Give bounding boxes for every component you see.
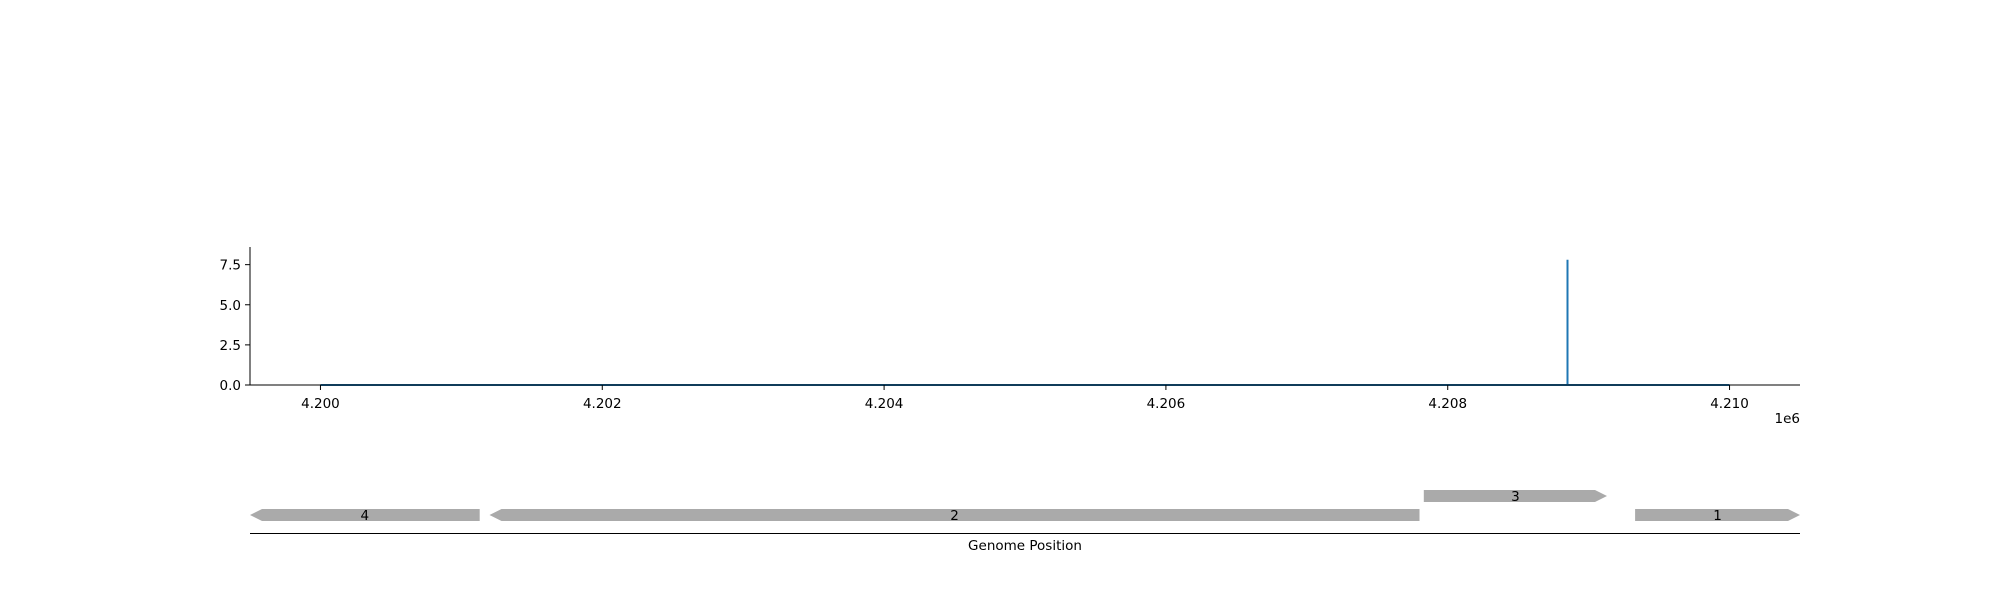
- x-tick-label: 4.208: [1428, 396, 1467, 412]
- gene-feature-label: 4: [361, 508, 370, 524]
- y-tick-label: 7.5: [220, 258, 241, 274]
- y-tick-label: 0.0: [220, 378, 241, 394]
- y-ticks: 0.0 2.5 5.0 7.5: [220, 258, 250, 394]
- gene-track: 4 2 3 1 Genome Position: [250, 489, 1800, 554]
- x-tick-label: 4.204: [865, 396, 904, 412]
- track-x-axis-label: Genome Position: [968, 538, 1082, 554]
- x-tick-label: 4.210: [1710, 396, 1749, 412]
- gene-features: 4 2 3 1: [250, 489, 1800, 524]
- gene-feature-4: [250, 509, 480, 521]
- x-tick-label: 4.206: [1147, 396, 1186, 412]
- coverage-plot: 4.200 4.202 4.204 4.206 4.208 4.210 0.0 2.5 5.0…: [220, 247, 1800, 427]
- coverage-series-line: [320, 259, 1730, 386]
- gene-feature-label: 2: [950, 508, 959, 524]
- x-tick-label: 4.202: [583, 396, 622, 412]
- gene-feature-label: 3: [1511, 489, 1520, 505]
- x-tick-label: 4.200: [301, 396, 340, 412]
- x-offset-label: 1e6: [1775, 411, 1800, 427]
- gene-feature-1: [1635, 509, 1800, 521]
- x-ticks: 4.200 4.202 4.204 4.206 4.208 4.210: [301, 385, 1749, 412]
- gene-feature-label: 1: [1713, 508, 1722, 524]
- gene-feature-2: [489, 509, 1420, 521]
- coverage-line-layer: [320, 259, 1730, 386]
- gene-feature-3: [1423, 490, 1607, 502]
- y-tick-label: 2.5: [220, 338, 241, 354]
- y-tick-label: 5.0: [220, 298, 241, 314]
